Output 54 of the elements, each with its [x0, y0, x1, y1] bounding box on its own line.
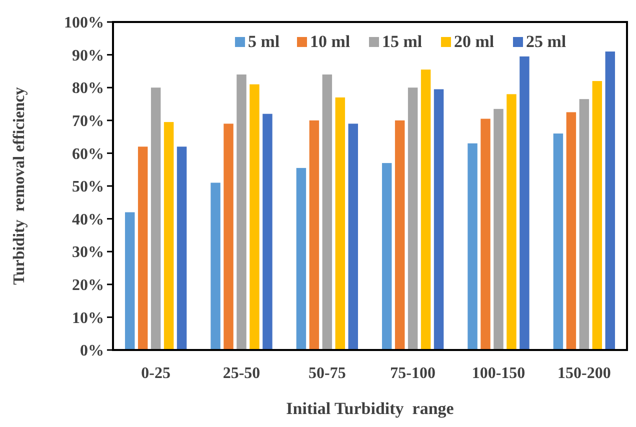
bar [494, 108, 504, 350]
bar [382, 163, 392, 350]
bar [420, 70, 431, 350]
legend-label: 15 ml [382, 32, 422, 51]
y-tick-label: 40% [72, 211, 104, 228]
bar [250, 84, 260, 350]
bar [150, 88, 161, 350]
x-tick-label: 75-100 [390, 365, 436, 382]
bar [164, 122, 174, 350]
bar [506, 94, 516, 350]
bar [236, 74, 246, 350]
legend-label: 25 ml [526, 32, 566, 51]
x-axis-title: Initial Turbidity range [286, 399, 454, 418]
bar [262, 114, 272, 350]
y-tick-label: 30% [72, 244, 104, 262]
bar [348, 124, 358, 350]
legend-label: 10 ml [310, 32, 350, 51]
y-tick-label: 50% [72, 178, 104, 196]
bar [408, 88, 418, 350]
bar [520, 56, 530, 350]
bar [322, 74, 332, 350]
bar [592, 81, 602, 350]
bar [394, 120, 405, 350]
x-tick-label: 50-75 [308, 365, 346, 382]
y-tick-label: 10% [72, 310, 104, 327]
bar [138, 146, 148, 350]
bar [553, 134, 564, 350]
bar [296, 168, 306, 350]
y-axis-title: Turbidity removal efficiency [11, 87, 28, 285]
bar [335, 97, 346, 350]
bar [176, 146, 187, 350]
x-tick-label: 0-25 [141, 365, 170, 382]
y-tick-label: 100% [64, 14, 104, 32]
bar [579, 99, 590, 350]
bar [309, 120, 320, 350]
y-tick-label: 20% [72, 277, 104, 294]
legend-label: 5 ml [248, 32, 280, 51]
y-tick-label: 70% [72, 113, 104, 130]
y-tick-label: 80% [72, 80, 104, 98]
bar [224, 124, 234, 350]
bar [605, 52, 616, 350]
y-tick-label: 0% [80, 342, 104, 360]
bar [468, 143, 478, 350]
bar [480, 118, 490, 350]
x-tick-label: 150-200 [558, 365, 611, 382]
y-tick-label: 90% [72, 47, 104, 64]
bar [566, 112, 576, 350]
bar [434, 89, 444, 350]
legend-label: 20 ml [454, 32, 494, 51]
y-tick-label: 60% [72, 146, 104, 163]
bar [124, 212, 135, 350]
x-tick-label: 100-150 [472, 365, 526, 382]
bar [210, 182, 220, 350]
x-tick-label: 25-50 [222, 365, 260, 382]
